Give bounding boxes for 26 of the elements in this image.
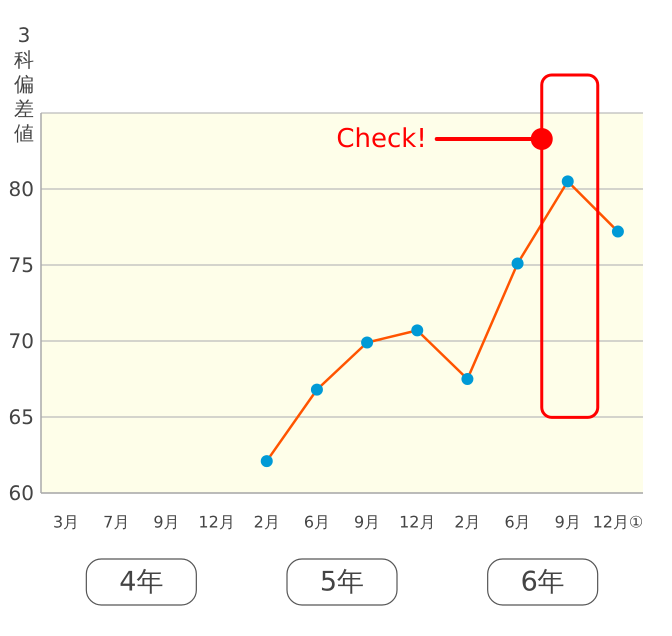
- x-tick-label: 7月: [103, 512, 130, 532]
- y-tick-label: 75: [8, 253, 34, 277]
- x-tick-label: 9月: [554, 512, 581, 532]
- y-axis-title: 3科偏差値: [14, 23, 34, 145]
- point: [411, 324, 424, 336]
- point: [612, 226, 624, 238]
- point: [512, 257, 524, 270]
- x-tick-label: 9月: [354, 512, 380, 532]
- annotation: Check!: [336, 124, 427, 154]
- x-tick-label: 9月: [153, 512, 180, 532]
- point: [260, 455, 273, 468]
- y-tick-label: 70: [8, 329, 34, 353]
- x-tick-label: 2月: [454, 512, 481, 532]
- x-tick-label: 3月: [52, 512, 80, 532]
- point: [310, 384, 323, 396]
- x-tick-label: 12月: [198, 512, 235, 532]
- x-tick-label: 6月: [504, 512, 531, 532]
- x-tick-label: 2月: [254, 512, 280, 532]
- x-tick-label: 12月: [399, 512, 436, 532]
- y-tick-label: 60: [8, 481, 34, 505]
- point: [461, 373, 474, 385]
- x-tick-label: 12月①: [592, 512, 644, 532]
- x-tick-label: 6月: [304, 512, 330, 532]
- y-tick-label: 80: [8, 177, 34, 201]
- y-tick-label: 65: [8, 405, 34, 429]
- point: [361, 336, 374, 349]
